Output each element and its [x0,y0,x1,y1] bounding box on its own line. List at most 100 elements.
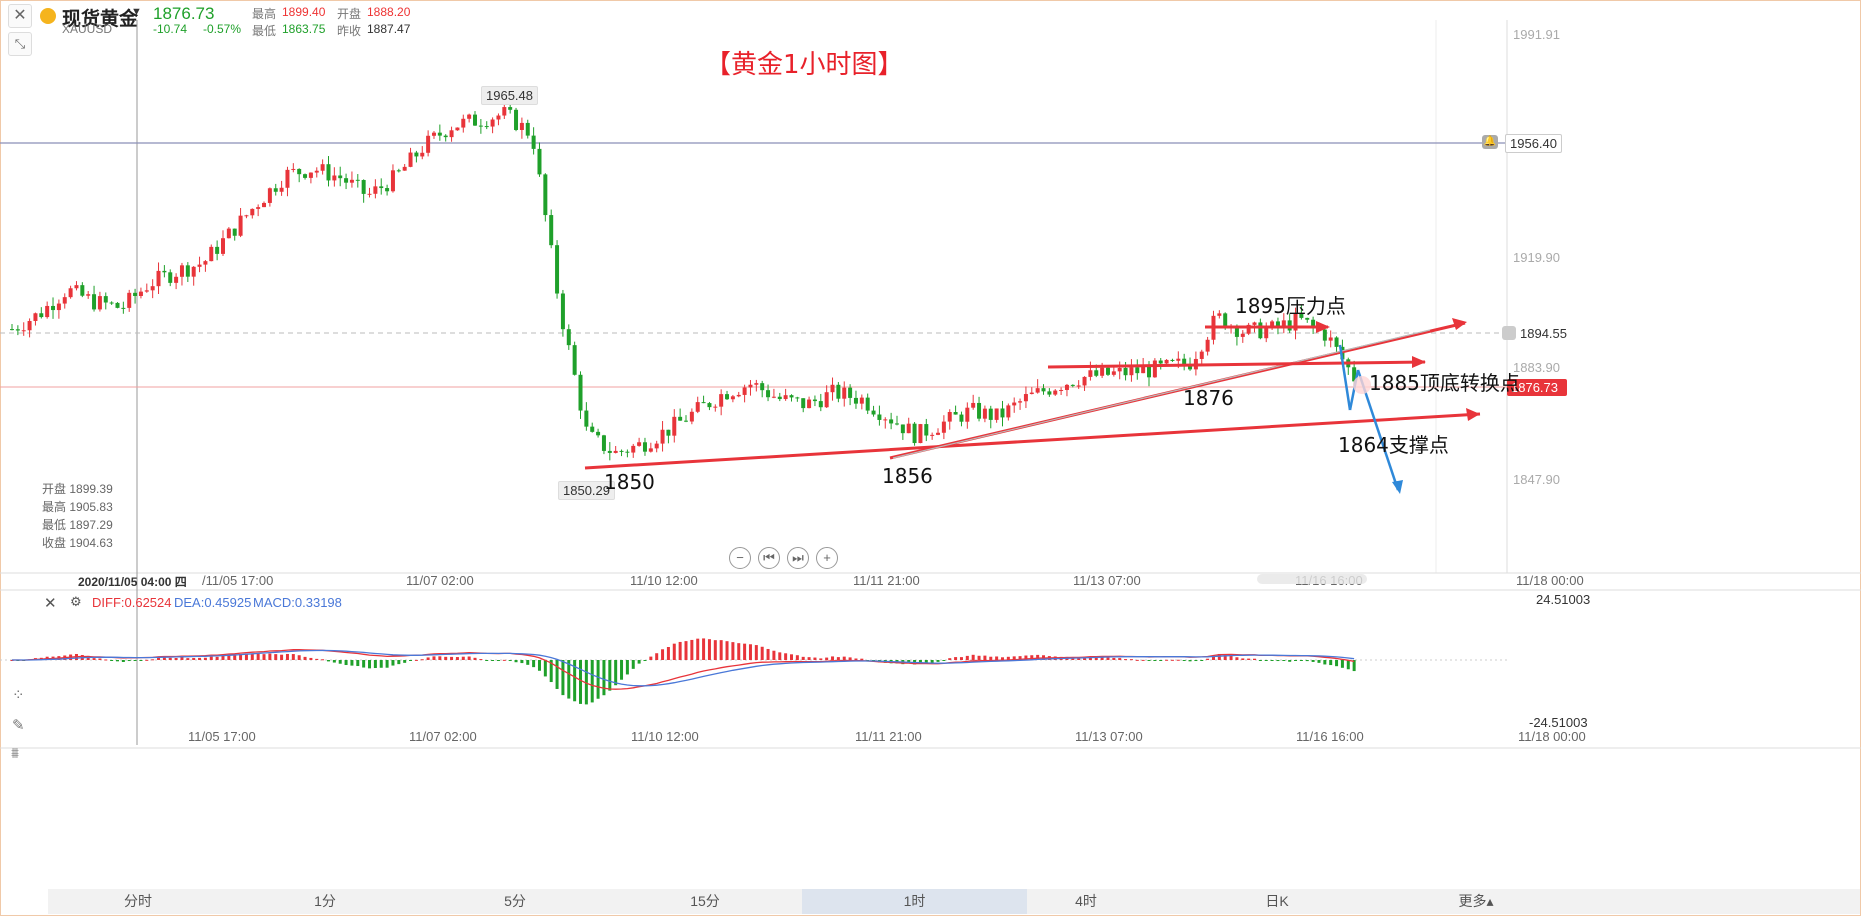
candle [871,410,876,415]
alert-price-tag: 1956.40 [1505,134,1562,153]
scrollbar-handle[interactable] [1257,574,1367,584]
candle [461,118,466,128]
tab-1hour[interactable]: 1时 [802,889,1027,914]
macd-bar [1346,660,1350,670]
macd-bar [157,657,161,660]
macd-close-icon[interactable]: ✕ [44,595,57,612]
tab-15min[interactable]: 15分 [690,893,720,909]
candle [631,445,636,453]
macd-bar [1305,660,1309,662]
pivot-line [1047,360,1426,369]
collapse-icon[interactable]: ⤡ [8,32,32,56]
candle [420,152,425,157]
macd-bar [397,660,401,665]
zoom-out-button[interactable]: − [729,547,751,569]
macd-bar [971,654,975,660]
macd-bar [432,656,436,660]
macd-bar [579,660,583,704]
candle [707,403,712,408]
annotation-1856: 1856 [882,464,933,488]
candle [168,272,173,283]
candle [1041,388,1046,392]
macd-dea-line [12,649,1355,687]
candle [578,374,583,411]
scroll-start-button[interactable]: ⏮ [758,547,780,569]
tt-open: 1899.39 [69,482,113,496]
macd-bar [280,654,284,660]
macd-bar [262,654,266,660]
candle [1082,376,1087,386]
macd-bar [1247,658,1251,660]
macd-bar [250,653,254,660]
zoom-in-button[interactable]: + [816,547,838,569]
draw-pen-icon[interactable]: ✎ [12,717,25,734]
tab-fenshi[interactable]: 分时 [124,893,152,909]
bell-icon[interactable]: 🔔 [1482,135,1498,149]
line-tool-icon[interactable]: ⩩ [11,745,20,762]
macd-bar [1024,655,1028,660]
tab-1min[interactable]: 1分 [314,893,336,909]
candle [320,164,325,171]
candle [291,168,296,170]
macd-bar [303,656,307,660]
candle [906,423,911,434]
macd-bar [139,660,143,661]
candle [777,396,782,400]
macd-bar [614,660,618,686]
chevron-down-icon[interactable]: ▼ [131,6,142,18]
instrument-title[interactable]: 现货黄金 [62,9,139,30]
macd-bar [965,655,969,660]
macd-bar [151,659,155,661]
macd-bar [831,656,835,660]
candle [695,402,700,412]
macd-bar [409,660,413,661]
candle [607,450,612,453]
macd-bar [121,660,125,663]
candle [1059,389,1064,391]
y-tick: 1919.90 [1513,250,1560,265]
candle [859,397,864,404]
y-tick: 1991.91 [1513,27,1560,42]
macd-bar [573,660,577,702]
macd-bar [174,658,178,660]
macd-settings-icon[interactable]: ⚙ [70,594,82,609]
indicator-icon[interactable]: ⁘ [12,687,25,704]
macd-bar [227,654,231,660]
macd-bar [1294,660,1298,661]
macd-bar [1030,655,1034,660]
bell-icon-2[interactable] [1502,326,1516,340]
macd-bar [414,659,418,661]
candle [396,170,401,172]
tab-daily[interactable]: 日K [1265,893,1289,909]
candle [736,394,741,397]
gold-icon [40,8,56,24]
macd-bar [1153,660,1157,661]
close-icon[interactable]: ✕ [8,4,32,28]
macd-bar [1106,657,1110,660]
candle [836,384,841,399]
more-button[interactable]: 更多▴ [1458,893,1494,909]
macd-bar [455,657,459,660]
candle [455,127,460,131]
candle [1141,366,1146,374]
macd-bar [807,657,811,660]
scroll-end-button[interactable]: ⏭ [787,547,809,569]
candle [39,313,44,318]
candle [959,414,964,422]
tab-4hour[interactable]: 4时 [1075,893,1097,909]
macd-bar [1206,658,1210,660]
macd-bar [672,643,676,660]
candle [408,152,413,167]
arrow-head [1466,408,1480,421]
candle [1023,394,1028,402]
macd-bar [1141,659,1145,661]
candle [355,179,360,181]
tab-5min[interactable]: 5分 [504,893,526,909]
high-marker: 1965.48 [481,86,538,105]
candle [279,187,284,192]
candle [508,107,513,110]
tt-high-label: 最高 [42,500,67,514]
current-marker [1353,376,1371,394]
candle [431,132,436,136]
